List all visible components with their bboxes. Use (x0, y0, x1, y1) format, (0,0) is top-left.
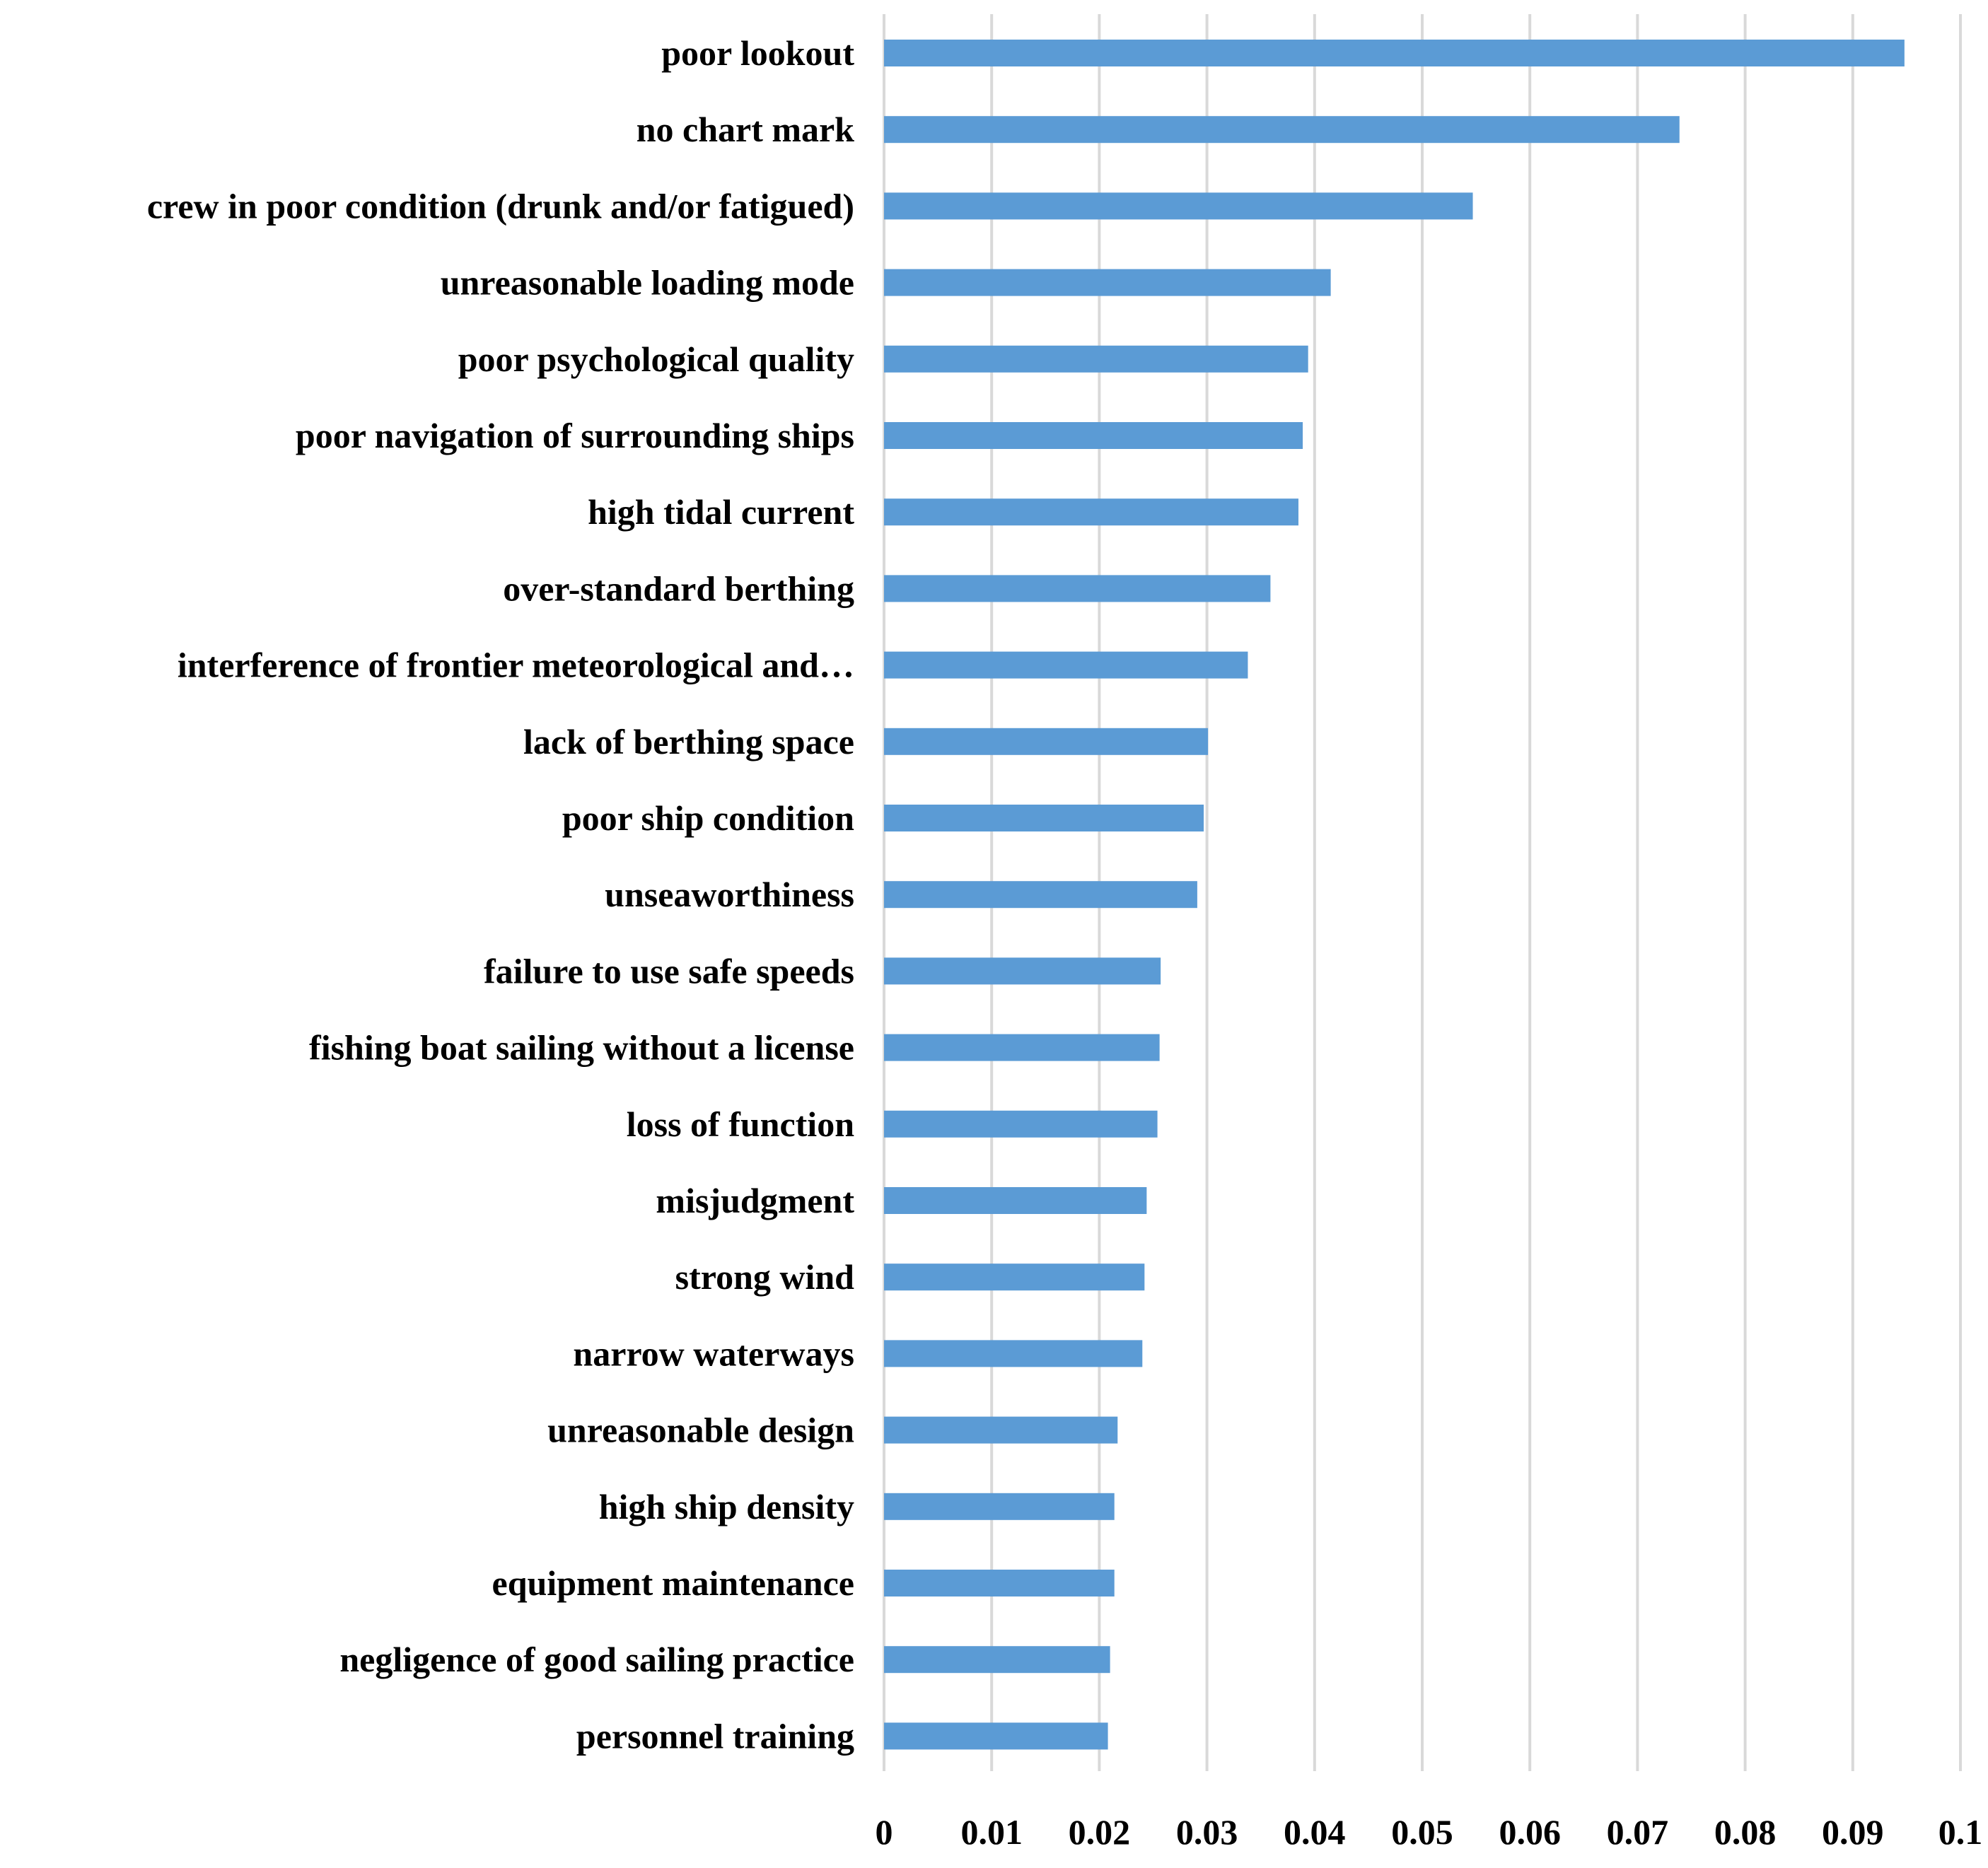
category-label: interference of frontier meteorological … (178, 646, 854, 685)
x-tick-label: 0.09 (1822, 1812, 1884, 1852)
category-labels: poor lookout no chart mark crew in poor co… (147, 33, 854, 1756)
category-label: poor psychological quality (458, 339, 854, 379)
bar (884, 651, 1248, 679)
x-tick-label: 0.03 (1176, 1812, 1238, 1852)
category-label: over-standard berthing (503, 568, 854, 608)
bar (884, 116, 1680, 144)
category-label: unreasonable design (547, 1411, 854, 1450)
bar (884, 881, 1197, 909)
x-tick-label: 0.1 (1938, 1812, 1983, 1852)
category-label: negligence of good sailing practice (339, 1640, 854, 1679)
bar (884, 1646, 1110, 1674)
bar (884, 1110, 1158, 1138)
x-tick-label: 0.02 (1069, 1812, 1131, 1852)
bar (884, 728, 1209, 755)
bar (884, 1722, 1108, 1750)
category-label: narrow waterways (573, 1333, 854, 1373)
category-label: unreasonable loading mode (441, 263, 854, 303)
category-label: equipment maintenance (492, 1563, 855, 1603)
category-label: strong wind (675, 1257, 855, 1297)
bar (884, 1570, 1115, 1596)
category-label: crew in poor condition (drunk and/or fat… (147, 186, 854, 226)
bar (884, 1263, 1145, 1291)
bar (884, 422, 1303, 449)
category-label: unseaworthiness (605, 875, 854, 914)
bar (884, 192, 1473, 220)
category-label: poor navigation of surrounding ships (296, 416, 854, 455)
x-tick-label: 0 (876, 1812, 893, 1852)
bar (884, 805, 1204, 831)
bar (884, 1187, 1147, 1214)
x-tick-label: 0.06 (1499, 1812, 1561, 1852)
category-label: lack of berthing space (523, 722, 854, 761)
bar (884, 1416, 1118, 1444)
bar (884, 1493, 1115, 1520)
category-label: misjudgment (656, 1181, 854, 1220)
category-label: personnel training (576, 1716, 854, 1756)
bar (884, 1340, 1143, 1367)
bar (884, 40, 1905, 66)
category-label: no chart mark (636, 110, 854, 149)
x-tick-label: 0.07 (1607, 1812, 1669, 1852)
gridlines (883, 14, 1962, 1771)
bar (884, 1034, 1160, 1061)
x-tick-label: 0.08 (1714, 1812, 1777, 1852)
category-label: loss of function (627, 1104, 854, 1144)
category-label: high ship density (599, 1487, 854, 1526)
category-label: fishing boat sailing without a license (309, 1028, 854, 1068)
bar (884, 575, 1271, 602)
category-label: high tidal current (588, 492, 854, 532)
x-tick-label: 0.01 (960, 1812, 1023, 1852)
x-tick-label: 0.04 (1284, 1812, 1346, 1852)
bars (884, 40, 1905, 1750)
bar (884, 269, 1331, 296)
bar (884, 345, 1308, 373)
bar (884, 498, 1298, 526)
x-tick-label: 0.05 (1391, 1812, 1453, 1852)
category-label: poor ship condition (562, 798, 854, 838)
category-label: poor lookout (661, 33, 854, 73)
category-label: failure to use safe speeds (484, 951, 854, 991)
x-tick-labels: 0 0.01 0.02 0.03 0.04 0.05 0.06 0.07 0.08 0.09 0.1 (876, 1812, 1983, 1852)
bar (884, 957, 1161, 985)
